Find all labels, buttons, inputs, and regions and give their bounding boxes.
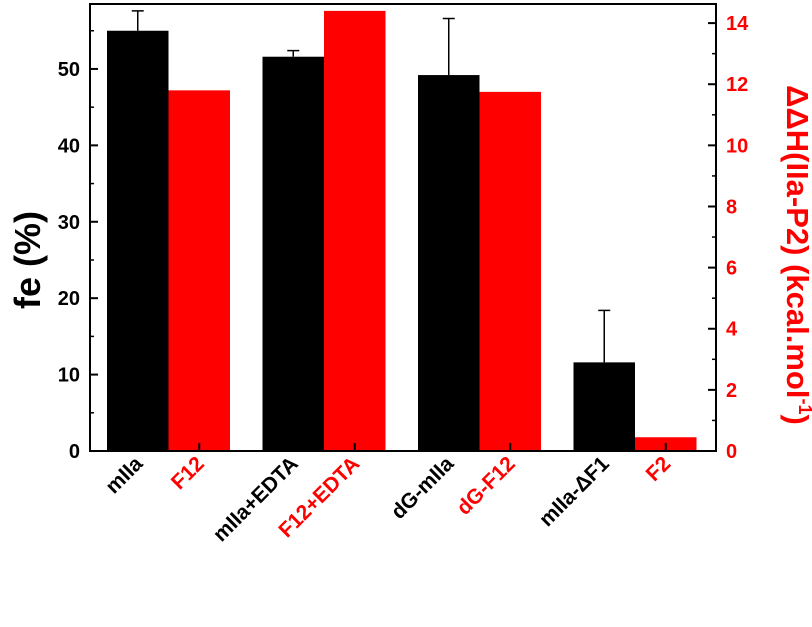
left-tick-label: 10 xyxy=(58,365,80,387)
left-tick-label: 0 xyxy=(69,441,80,463)
left-tick-label: 40 xyxy=(58,135,80,157)
category-label-black: mIIa xyxy=(101,452,147,498)
bar-red-2 xyxy=(324,10,386,451)
left-axis-title: fe (%) xyxy=(7,211,48,309)
right-axis-title: ΔΔH(IIa-P2) (kcal.mol-1) xyxy=(780,85,812,425)
category-label-red: F12 xyxy=(167,452,209,494)
category-label-black: dG-mIIa xyxy=(387,452,459,524)
bar-black-3 xyxy=(418,75,480,452)
bars-layer xyxy=(107,10,697,452)
bar-black-2 xyxy=(262,56,324,451)
right-axis: 0 2 4 6 8 10 12 14 xyxy=(708,13,749,463)
bar-red-3 xyxy=(479,91,541,451)
bar-red-1 xyxy=(168,90,230,451)
right-tick-label: 10 xyxy=(726,135,748,157)
category-label-red: F2 xyxy=(642,452,676,486)
right-tick-label: 6 xyxy=(726,258,737,280)
right-tick-label: 14 xyxy=(726,13,749,35)
right-tick-label: 0 xyxy=(726,441,737,463)
bar-black-1 xyxy=(107,30,169,451)
right-tick-label: 12 xyxy=(726,74,748,96)
category-label-black: mIIa-ΔF1 xyxy=(535,452,614,531)
left-axis: 0 10 20 30 40 50 xyxy=(58,29,98,463)
left-tick-label: 20 xyxy=(58,288,80,310)
bar-black-4 xyxy=(573,362,635,451)
category-label-red: dG-F12 xyxy=(452,452,519,519)
right-tick-label: 4 xyxy=(726,319,738,341)
right-tick-label: 2 xyxy=(726,380,737,402)
right-tick-label: 8 xyxy=(726,196,737,218)
plot-frame xyxy=(89,3,717,452)
left-tick-label: 50 xyxy=(58,59,80,81)
left-tick-label: 30 xyxy=(58,212,80,234)
